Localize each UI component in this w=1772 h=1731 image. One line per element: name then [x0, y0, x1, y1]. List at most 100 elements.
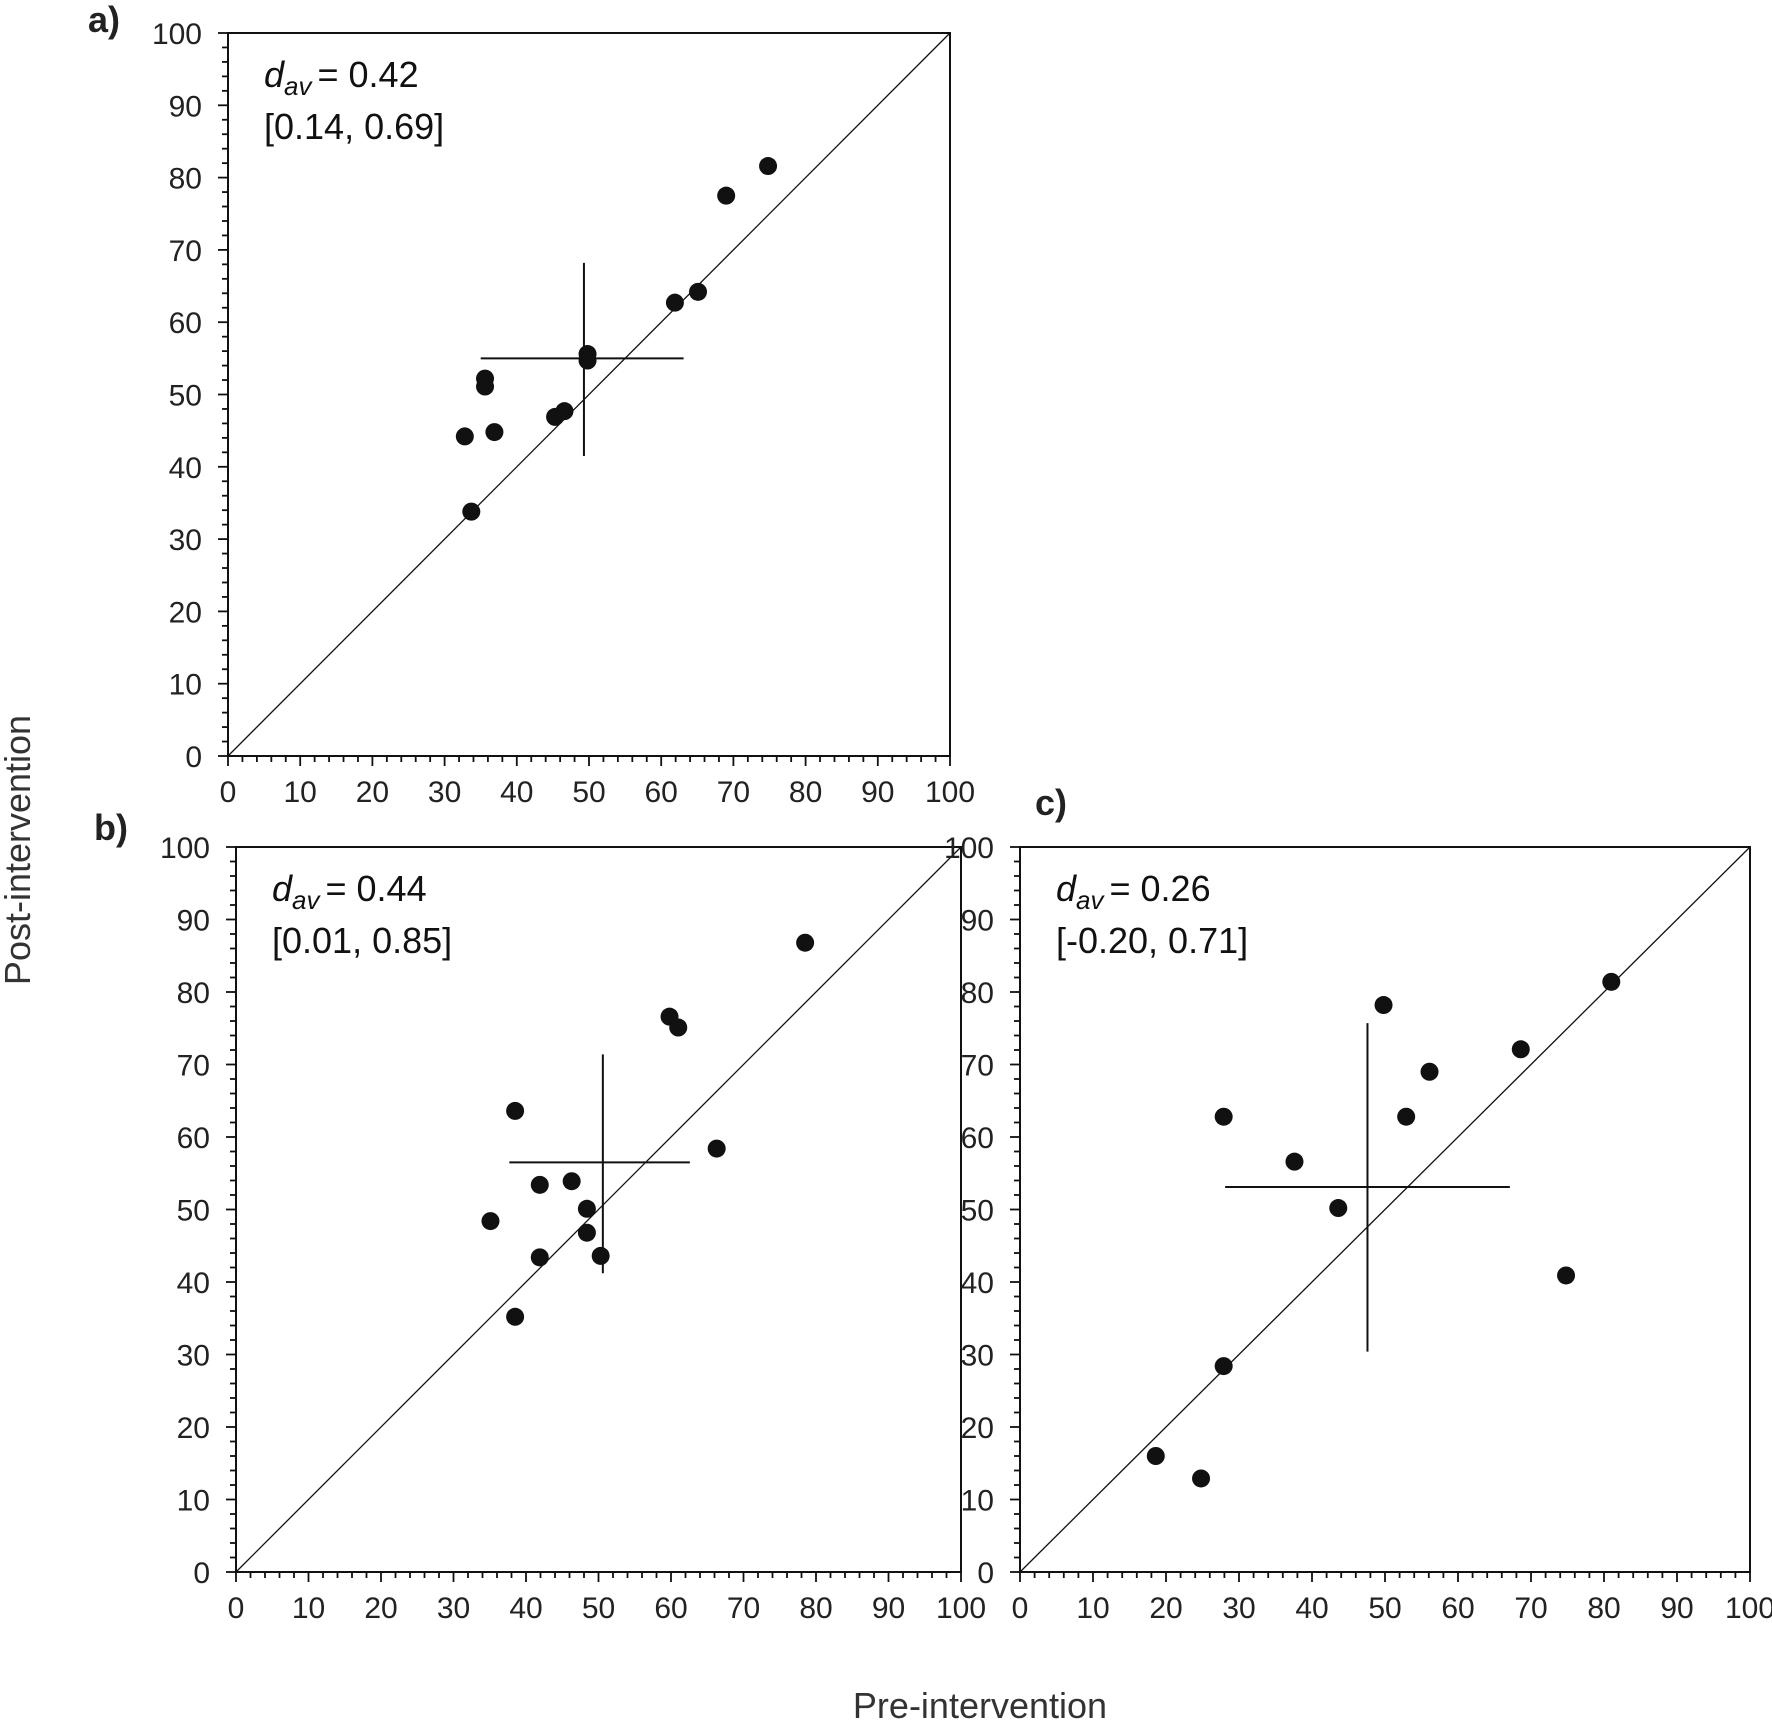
- panel-c-x-tick-label: 10: [1076, 1592, 1109, 1625]
- panel-c-y-tick-label: 60: [961, 1122, 994, 1155]
- panel-b-x-tick-label: 70: [727, 1592, 760, 1625]
- panel-c-data-point: [1192, 1469, 1211, 1488]
- panel-a-data-point: [759, 157, 778, 176]
- panel-a-x-tick-label: 30: [428, 776, 461, 809]
- panel-b-effect-size: dav = 0.44: [272, 868, 427, 915]
- panel-a-y-tick-label: 90: [169, 90, 202, 123]
- panel-b-y-tick-label: 20: [177, 1412, 210, 1445]
- panel-b-x-tick-label: 20: [364, 1592, 397, 1625]
- panel-c-identity-line: [1019, 846, 1751, 1573]
- panel-c-x-tick-label: 70: [1514, 1592, 1547, 1625]
- panel-b-data-point: [530, 1175, 549, 1194]
- panel-c-data-point: [1214, 1357, 1233, 1376]
- panel-c-y-tick-label: 40: [961, 1267, 994, 1300]
- panel-a-identity-line: [227, 32, 951, 757]
- panel-a-y-tick-label: 80: [169, 163, 202, 196]
- panel-c-x-tick-label: 90: [1660, 1592, 1693, 1625]
- panel-b-x-tick-label: 90: [872, 1592, 905, 1625]
- panel-b-y-tick-label: 40: [177, 1267, 210, 1300]
- panel-b-data-point: [591, 1246, 610, 1265]
- panel-c-data-point: [1329, 1199, 1348, 1218]
- panel-c-x-tick-label: 20: [1149, 1592, 1182, 1625]
- panel-a-x-tick-label: 60: [645, 776, 678, 809]
- panel-b-x-tick-label: 0: [228, 1592, 245, 1625]
- panel-b-x-tick-label: 40: [509, 1592, 542, 1625]
- panel-b-y-tick-label: 80: [177, 977, 210, 1010]
- panel-c-x-tick-label: 40: [1295, 1592, 1328, 1625]
- panel-a-x-tick-label: 20: [356, 776, 389, 809]
- panel-b-data-point: [707, 1139, 726, 1158]
- panel-b-y-tick-label: 0: [193, 1557, 210, 1590]
- panel-b-data-point: [577, 1199, 596, 1218]
- panel-a-data-point: [665, 293, 684, 312]
- panel-b-y-tick-label: 50: [177, 1195, 210, 1228]
- panel-c-data-point: [1146, 1447, 1165, 1465]
- panel-c-y-tick-label: 100: [944, 832, 994, 865]
- panel-a-label: a): [88, 0, 120, 40]
- panel-a-x-tick-label: 70: [717, 776, 750, 809]
- panel-a-y-tick-label: 40: [169, 452, 202, 485]
- panel-a-data-point: [476, 377, 495, 396]
- panel-b-data-point: [506, 1307, 525, 1326]
- x-axis-title: Pre-intervention: [853, 1685, 1107, 1726]
- panel-c-y-tick-label: 0: [977, 1557, 994, 1590]
- panel-a-effect-size-symbol: d: [264, 54, 285, 95]
- panel-c-label: c): [1035, 782, 1067, 823]
- panel-b-data-point: [530, 1248, 549, 1267]
- panel-c-y-tick-label: 90: [961, 905, 994, 938]
- panel-a-data-point: [689, 282, 708, 301]
- panel-b-y-tick-label: 10: [177, 1485, 210, 1518]
- panel-b-data-point: [796, 933, 815, 952]
- panel-c-effect-size-subscript: av: [1076, 885, 1105, 915]
- panel-c-y-tick-label: 70: [961, 1050, 994, 1083]
- panel-b-label: b): [94, 807, 128, 848]
- panel-b-data-point: [562, 1172, 581, 1191]
- panel-b-identity-line: [235, 846, 962, 1573]
- panel-c-y-tick-label: 50: [961, 1195, 994, 1228]
- panel-a-data-point: [578, 351, 597, 370]
- panel-b-x-tick-label: 50: [582, 1592, 615, 1625]
- panel-b-y-tick-label: 30: [177, 1340, 210, 1373]
- panel-c-y-tick-label: 30: [961, 1340, 994, 1373]
- panel-b-x-tick-label: 80: [799, 1592, 832, 1625]
- panel-b-effect-size-subscript: av: [292, 885, 321, 915]
- panel-a-y-tick-label: 0: [185, 741, 202, 774]
- y-axis-title: Post-intervention: [0, 715, 38, 985]
- panel-c-data-point: [1214, 1107, 1233, 1126]
- panel-c: 0 10 20 30 40 50 60 70 80 90 100 0 10 20 30 40 50 60 70 80 9…: [944, 782, 1772, 1625]
- panel-c-y-tick-label: 10: [961, 1485, 994, 1518]
- panel-c-effect-size: dav = 0.26: [1056, 868, 1211, 915]
- panel-a-y-tick-label: 100: [152, 18, 202, 51]
- panel-b-x-tick-label: 10: [292, 1592, 325, 1625]
- panel-c-data-point: [1420, 1062, 1439, 1081]
- panel-b-confidence-interval: [0.01, 0.85]: [272, 920, 452, 961]
- panel-b-y-tick-label: 70: [177, 1050, 210, 1083]
- panel-b-data-point: [481, 1212, 500, 1231]
- panel-a-y-tick-label: 60: [169, 307, 202, 340]
- panel-b: 0 10 20 30 40 50 60 70 80 90 100 0 10 20 30 40 50 60 70 80 9…: [94, 807, 986, 1625]
- panel-a-effect-size: dav = 0.42: [264, 54, 419, 101]
- panel-a-x-tick-label: 90: [861, 776, 894, 809]
- panel-a-effect-size-subscript: av: [284, 71, 313, 101]
- panel-c-data-point: [1602, 972, 1621, 991]
- panel-b-data-point: [506, 1101, 525, 1120]
- panel-a-x-tick-label: 10: [284, 776, 317, 809]
- panel-c-effect-size-symbol: d: [1056, 868, 1077, 909]
- panel-b-y-tick-label: 90: [177, 905, 210, 938]
- panel-a-data-point: [485, 423, 504, 442]
- panel-a-x-tick-label: 40: [500, 776, 533, 809]
- panel-b-x-tick-label: 100: [936, 1592, 986, 1625]
- panel-b-effect-size-symbol: d: [272, 868, 293, 909]
- panel-c-x-tick-label: 0: [1012, 1592, 1029, 1625]
- panel-c-y-tick-label: 80: [961, 977, 994, 1010]
- panel-c-y-tick-label: 20: [961, 1412, 994, 1445]
- panel-a: 0 10 20 30 40 50 60 70 80 90 100 0 10 20 30 40 50 60 70 80 9…: [88, 0, 975, 809]
- panel-a-x-tick-label: 0: [220, 776, 237, 809]
- panel-a-effect-size-value: = 0.42: [318, 54, 419, 95]
- panel-b-y-tick-label: 60: [177, 1122, 210, 1155]
- panel-c-data-point: [1557, 1266, 1576, 1285]
- panel-a-y-tick-label: 30: [169, 524, 202, 557]
- panel-a-data-point: [555, 402, 574, 421]
- panel-b-x-tick-label: 60: [654, 1592, 687, 1625]
- panel-b-x-tick-label: 30: [437, 1592, 470, 1625]
